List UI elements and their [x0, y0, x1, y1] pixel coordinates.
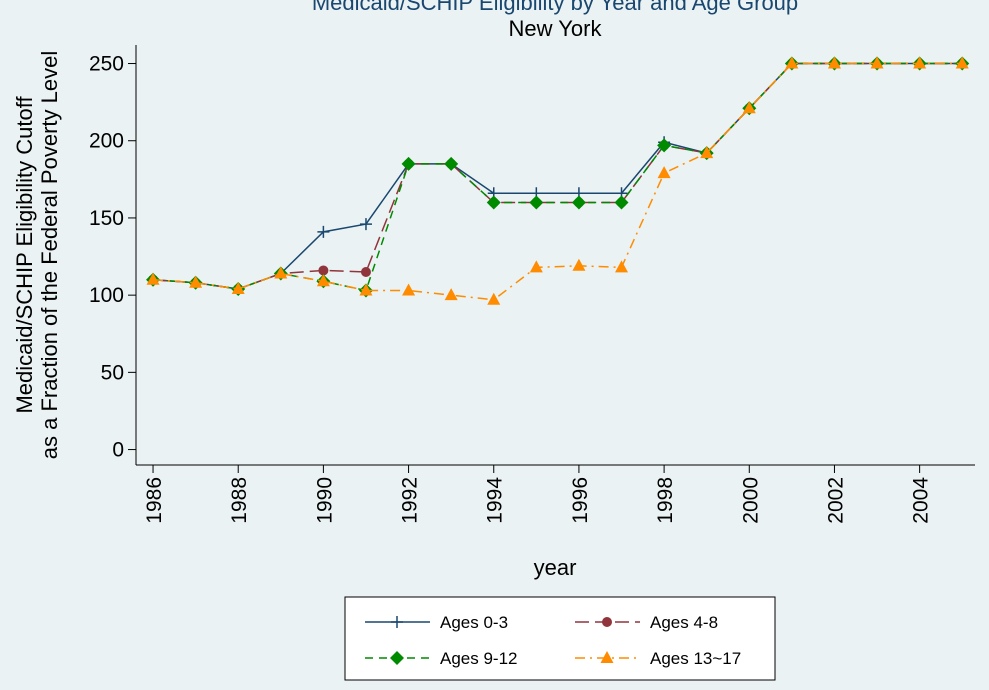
- legend-marker: [391, 616, 403, 628]
- marker: [444, 156, 459, 171]
- marker: [487, 292, 501, 305]
- x-tick-label: 2000: [739, 477, 762, 524]
- marker: [657, 138, 672, 153]
- y-tick-label: 250: [89, 53, 124, 76]
- marker: [316, 274, 330, 287]
- x-tick-label: 1998: [654, 477, 677, 524]
- x-tick-label: 1986: [143, 477, 166, 524]
- series-line: [152, 62, 963, 290]
- marker: [870, 56, 884, 69]
- legend-label: Ages 0-3: [440, 613, 508, 632]
- marker: [231, 281, 245, 294]
- y-tick-label: 150: [89, 207, 124, 230]
- marker: [529, 260, 543, 273]
- x-axis-title: year: [534, 555, 577, 580]
- marker: [614, 195, 629, 210]
- marker: [444, 288, 458, 301]
- y-tick-label: 0: [112, 439, 124, 462]
- marker: [827, 56, 841, 69]
- x-tick-label: 1994: [484, 477, 507, 524]
- marker: [742, 101, 756, 114]
- y-tick-label: 50: [101, 361, 124, 384]
- marker: [955, 56, 969, 69]
- marker: [189, 275, 203, 288]
- series-line: [152, 62, 963, 301]
- marker: [529, 195, 544, 210]
- marker: [486, 195, 501, 210]
- legend-label: Ages 9-12: [440, 649, 518, 668]
- x-tick-label: 1996: [569, 477, 592, 524]
- marker: [571, 195, 586, 210]
- marker: [274, 266, 288, 279]
- marker: [402, 283, 416, 296]
- y-axis-title: Medicaid/SCHIP Eligibility Cutoff: [12, 96, 37, 414]
- marker: [615, 260, 629, 273]
- x-tick-label: 1990: [313, 477, 336, 524]
- marker: [318, 265, 329, 276]
- legend-label: Ages 13~17: [650, 649, 741, 668]
- series-line: [152, 62, 963, 292]
- x-tick-label: 2002: [824, 477, 847, 524]
- marker: [657, 166, 671, 179]
- marker: [700, 146, 714, 159]
- marker: [913, 56, 927, 69]
- marker: [572, 258, 586, 271]
- legend-label: Ages 4-8: [650, 613, 718, 632]
- legend-marker: [390, 651, 404, 665]
- marker: [359, 218, 372, 231]
- marker: [360, 266, 371, 277]
- legend-marker: [602, 617, 612, 627]
- x-tick-label: 2004: [910, 477, 933, 524]
- marker: [317, 225, 330, 238]
- y-tick-label: 100: [89, 284, 124, 307]
- y-tick-label: 200: [89, 130, 124, 153]
- marker: [785, 56, 799, 69]
- legend-marker: [600, 651, 614, 663]
- marker: [359, 283, 373, 296]
- chart-subtitle: New York: [509, 16, 603, 41]
- x-tick-label: 1988: [228, 477, 251, 524]
- chart-title: Medicaid/SCHIP Eligibility by Year and A…: [312, 0, 798, 15]
- x-tick-label: 1992: [399, 477, 422, 524]
- marker: [146, 272, 160, 285]
- series-line: [152, 62, 963, 290]
- y-axis-title: as a Fraction of the Federal Poverty Lev…: [37, 51, 62, 459]
- marker: [401, 156, 416, 171]
- legend-box: [344, 596, 776, 681]
